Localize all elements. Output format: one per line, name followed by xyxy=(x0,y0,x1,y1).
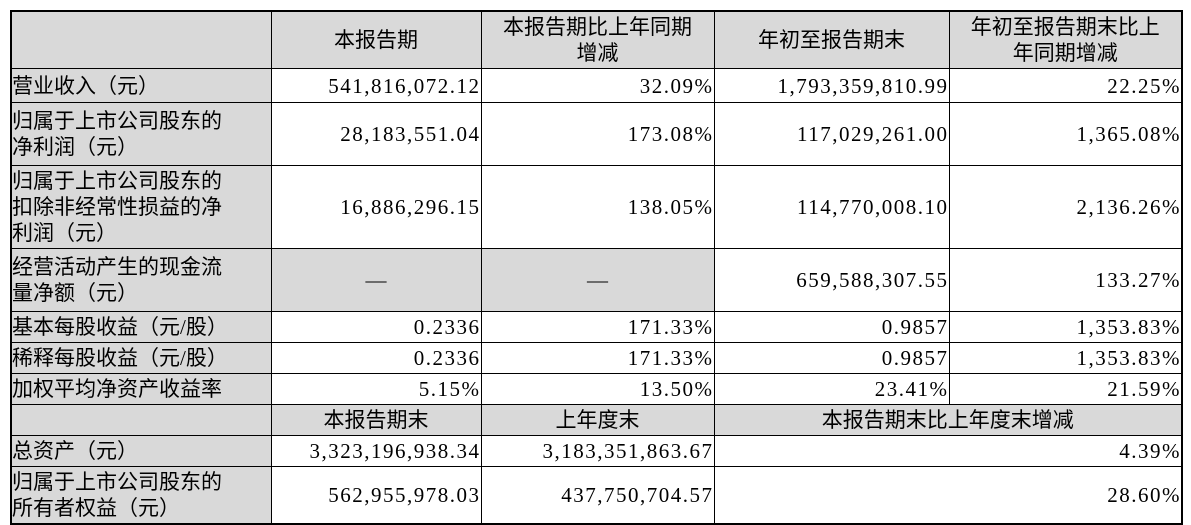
cell-value: 437,750,704.57 xyxy=(480,466,715,525)
cell-value: 133.27% xyxy=(948,248,1183,312)
cell-value: 2,136.26% xyxy=(948,165,1183,249)
cell-value: 13.50% xyxy=(480,373,715,405)
cell-value: 171.33% xyxy=(480,342,715,374)
table-row-total-assets: 总资产（元） 3,323,196,938.34 3,183,351,863.67… xyxy=(10,435,1183,467)
cell-value: 16,886,296.15 xyxy=(270,165,482,249)
cell-value: 562,955,978.03 xyxy=(270,466,482,525)
cell-value: 117,029,261.00 xyxy=(713,102,950,166)
subheader-end-of-period: 本报告期末 xyxy=(270,404,482,436)
cell-value: 4.39% xyxy=(713,435,1183,467)
cell-value: 1,365.08% xyxy=(948,102,1183,166)
cell-value: 5.15% xyxy=(270,373,482,405)
subheader-change-vs-last-year-end: 本报告期末比上年度末增减 xyxy=(713,404,1183,436)
table-row-net-profit: 归属于上市公司股东的 净利润（元） 28,183,551.04 173.08% … xyxy=(10,102,1183,166)
subheader-row: 本报告期末 上年度末 本报告期末比上年度末增减 xyxy=(10,404,1183,436)
header-current-period-yoy: 本报告期比上年同期 增减 xyxy=(480,10,715,69)
table-row-basic-eps: 基本每股收益（元/股） 0.2336 171.33% 0.9857 1,353.… xyxy=(10,311,1183,343)
header-row: 本报告期 本报告期比上年同期 增减 年初至报告期末 年初至报告期末比上 年同期增… xyxy=(10,10,1183,69)
subheader-corner-cell xyxy=(10,404,272,436)
row-label: 经营活动产生的现金流 量净额（元） xyxy=(10,248,272,312)
table-row-operating-cash-flow: 经营活动产生的现金流 量净额（元） — — 659,588,307.55 133… xyxy=(10,248,1183,312)
cell-value: 1,793,359,810.99 xyxy=(713,68,950,103)
cell-value: 23.41% xyxy=(713,373,950,405)
cell-value: 1,353.83% xyxy=(948,311,1183,343)
table-row-diluted-eps: 稀释每股收益（元/股） 0.2336 171.33% 0.9857 1,353.… xyxy=(10,342,1183,374)
cell-value: 0.9857 xyxy=(713,311,950,343)
cell-value: 541,816,072.12 xyxy=(270,68,482,103)
cell-value: 22.25% xyxy=(948,68,1183,103)
cell-dash: — xyxy=(270,248,482,312)
cell-value: 0.2336 xyxy=(270,342,482,374)
table-row-owners-equity: 归属于上市公司股东的 所有者权益（元） 562,955,978.03 437,7… xyxy=(10,466,1183,525)
cell-value: 21.59% xyxy=(948,373,1183,405)
row-label: 归属于上市公司股东的 扣除非经常性损益的净 利润（元） xyxy=(10,165,272,249)
cell-value: 0.2336 xyxy=(270,311,482,343)
header-ytd: 年初至报告期末 xyxy=(713,10,950,69)
row-label: 归属于上市公司股东的 所有者权益（元） xyxy=(10,466,272,525)
subheader-end-of-last-year: 上年度末 xyxy=(480,404,715,436)
row-label: 归属于上市公司股东的 净利润（元） xyxy=(10,102,272,166)
cell-value: 0.9857 xyxy=(713,342,950,374)
header-corner-cell xyxy=(10,10,272,69)
cell-value: 28,183,551.04 xyxy=(270,102,482,166)
table-row-weighted-avg-roe: 加权平均净资产收益率 5.15% 13.50% 23.41% 21.59% xyxy=(10,373,1183,405)
cell-value: 171.33% xyxy=(480,311,715,343)
cell-value: 28.60% xyxy=(713,466,1183,525)
header-ytd-yoy: 年初至报告期末比上 年同期增减 xyxy=(948,10,1183,69)
cell-value: 114,770,008.10 xyxy=(713,165,950,249)
cell-value: 173.08% xyxy=(480,102,715,166)
table-row-revenue: 营业收入（元） 541,816,072.12 32.09% 1,793,359,… xyxy=(10,68,1183,103)
table-row-net-profit-excl-nonrecurring: 归属于上市公司股东的 扣除非经常性损益的净 利润（元） 16,886,296.1… xyxy=(10,165,1183,249)
cell-value: 3,323,196,938.34 xyxy=(270,435,482,467)
key-financials-table: 本报告期 本报告期比上年同期 增减 年初至报告期末 年初至报告期末比上 年同期增… xyxy=(10,10,1183,525)
cell-value: 32.09% xyxy=(480,68,715,103)
cell-value: 138.05% xyxy=(480,165,715,249)
cell-dash: — xyxy=(480,248,715,312)
cell-value: 659,588,307.55 xyxy=(713,248,950,312)
row-label: 基本每股收益（元/股） xyxy=(10,311,272,343)
header-current-period: 本报告期 xyxy=(270,10,482,69)
cell-value: 3,183,351,863.67 xyxy=(480,435,715,467)
row-label: 营业收入（元） xyxy=(10,68,272,103)
row-label: 总资产（元） xyxy=(10,435,272,467)
row-label: 加权平均净资产收益率 xyxy=(10,373,272,405)
cell-value: 1,353.83% xyxy=(948,342,1183,374)
row-label: 稀释每股收益（元/股） xyxy=(10,342,272,374)
